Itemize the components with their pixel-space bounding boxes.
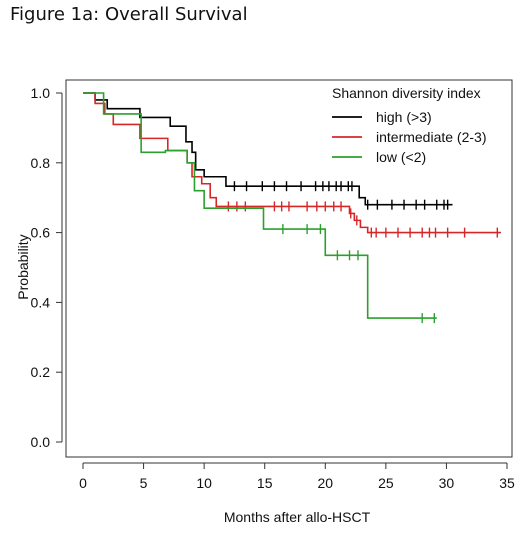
survival-curve	[83, 92, 453, 206]
axes: 0 5 10 15 20 25 30 35 0.0 0.2 0.4 0.6 0.8 1.0	[31, 79, 515, 491]
legend-title: Shannon diversity index	[332, 85, 481, 101]
legend-label: intermediate (2-3)	[376, 129, 487, 145]
y-tick-label: 0.8	[31, 155, 51, 171]
legend: Shannon diversity index high (>3) intermed…	[332, 85, 487, 165]
x-tick-label: 15	[257, 475, 273, 491]
series-2	[83, 92, 437, 324]
x-tick-label: 5	[140, 475, 148, 491]
y-tick-label: 1.0	[31, 85, 51, 101]
x-tick-label: 30	[439, 475, 455, 491]
series-0	[83, 92, 453, 210]
x-tick-label: 0	[79, 475, 87, 491]
y-tick-label: 0.0	[31, 434, 51, 450]
survival-curve	[83, 92, 437, 319]
figure-title: Figure 1a: Overall Survival	[10, 4, 248, 25]
legend-entry: intermediate (2-3)	[332, 129, 487, 145]
legend-label: low (<2)	[376, 149, 426, 165]
survival-curve	[83, 92, 501, 234]
y-axis-label: Probability	[15, 234, 31, 299]
plot-area	[83, 92, 501, 324]
x-tick-label: 20	[317, 475, 333, 491]
x-tick-label: 35	[499, 475, 515, 491]
series-1	[83, 92, 501, 238]
y-tick-label: 0.6	[31, 225, 51, 241]
x-tick-label: 10	[196, 475, 212, 491]
plot-frame	[65, 79, 513, 458]
y-tick-label: 0.2	[31, 364, 51, 380]
legend-entry: low (<2)	[332, 149, 426, 165]
x-tick-label: 25	[378, 475, 394, 491]
y-tick-label: 0.4	[31, 294, 51, 310]
x-axis-label: Months after allo-HSCT	[224, 509, 371, 525]
legend-label: high (>3)	[376, 109, 432, 125]
legend-entry: high (>3)	[332, 109, 432, 125]
